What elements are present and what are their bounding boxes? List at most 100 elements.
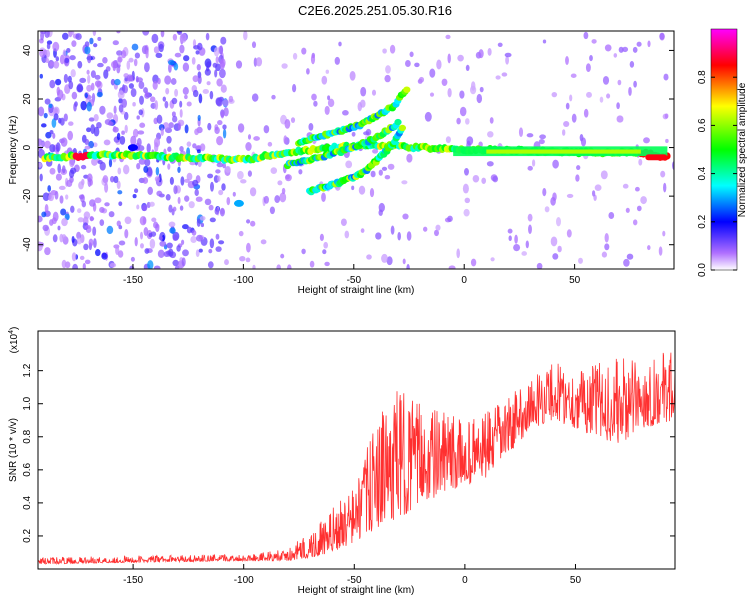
noise-spot bbox=[39, 73, 43, 79]
noise-spot bbox=[508, 235, 512, 242]
noise-spot bbox=[465, 118, 470, 125]
noise-spot bbox=[479, 86, 484, 93]
noise-spot bbox=[116, 180, 121, 190]
noise-spot bbox=[281, 63, 288, 69]
noise-spot bbox=[402, 258, 406, 265]
noise-spot bbox=[152, 80, 158, 90]
noise-spot bbox=[92, 142, 98, 148]
noise-spot bbox=[171, 97, 178, 105]
noise-spot bbox=[38, 241, 43, 252]
noise-spot bbox=[622, 183, 629, 189]
noise-spot bbox=[406, 153, 413, 163]
noise-spot bbox=[179, 44, 185, 54]
noise-spot bbox=[172, 33, 178, 41]
noise-spot bbox=[62, 49, 67, 58]
noise-spot bbox=[166, 242, 173, 249]
noise-spot bbox=[606, 93, 611, 99]
spectrogram-xlabel: Height of straight line (km) bbox=[298, 285, 415, 296]
noise-spot bbox=[63, 73, 69, 83]
noise-spot bbox=[186, 101, 192, 107]
noise-spot bbox=[251, 41, 257, 49]
noise-spot bbox=[144, 62, 150, 73]
noise-spot bbox=[47, 185, 52, 192]
snr-xtick-label: -100 bbox=[234, 575, 254, 586]
noise-spot bbox=[45, 57, 50, 64]
noise-spot bbox=[212, 62, 218, 68]
noise-spot bbox=[406, 231, 412, 241]
noise-spot bbox=[101, 252, 108, 260]
noise-spot bbox=[186, 172, 193, 181]
noise-spot bbox=[196, 218, 201, 227]
noise-spot bbox=[525, 240, 529, 249]
noise-spot bbox=[194, 188, 199, 197]
noise-spot bbox=[514, 234, 518, 244]
noise-spot bbox=[117, 90, 125, 99]
noise-spot bbox=[202, 89, 209, 94]
noise-spot bbox=[213, 47, 220, 57]
noise-spot bbox=[52, 106, 60, 116]
noise-spot bbox=[94, 80, 102, 87]
noise-spot bbox=[566, 229, 572, 238]
noise-spot bbox=[200, 222, 205, 228]
noise-spot bbox=[119, 135, 126, 145]
noise-spot bbox=[344, 230, 350, 239]
noise-spot bbox=[84, 92, 88, 99]
noise-spot bbox=[154, 176, 161, 182]
noise-spot bbox=[663, 182, 667, 193]
noise-spot bbox=[636, 41, 642, 47]
noise-spot bbox=[219, 45, 224, 55]
noise-spot bbox=[528, 224, 532, 235]
noise-spot bbox=[172, 206, 177, 212]
noise-spot bbox=[195, 249, 200, 258]
noise-spot bbox=[556, 217, 561, 227]
noise-spot bbox=[121, 130, 125, 135]
noise-spot bbox=[113, 175, 119, 184]
noise-spot bbox=[279, 192, 287, 203]
noise-spot bbox=[153, 137, 161, 148]
colorbar-ticks: 0.0 0.2 0.4 0.6 0.8 bbox=[697, 70, 737, 277]
noise-spot bbox=[173, 62, 179, 71]
isolated-spot bbox=[127, 144, 138, 152]
noise-spot bbox=[321, 192, 326, 202]
noise-spot bbox=[136, 162, 141, 170]
noise-spot bbox=[124, 216, 132, 225]
noise-spot bbox=[124, 228, 129, 239]
noise-spot bbox=[157, 77, 161, 85]
spectrogram-axes: -150 -100 -50 0 50 -40 -20 0 20 40 bbox=[22, 44, 674, 286]
noise-spot bbox=[71, 252, 77, 262]
noise-spot bbox=[608, 211, 615, 220]
snr-marks bbox=[38, 352, 675, 565]
noise-spot bbox=[238, 230, 244, 237]
noise-spot bbox=[80, 194, 85, 203]
noise-spot bbox=[94, 74, 101, 80]
noise-spot bbox=[99, 219, 105, 226]
noise-spot bbox=[322, 249, 327, 255]
noise-spot bbox=[591, 39, 597, 44]
noise-spot bbox=[136, 204, 140, 210]
noise-spot bbox=[99, 105, 106, 115]
noise-spot bbox=[247, 170, 252, 177]
noise-spot bbox=[138, 109, 144, 116]
spectrogram-xtick-label: -100 bbox=[233, 275, 253, 286]
noise-spot bbox=[130, 256, 135, 262]
noise-spot bbox=[276, 264, 281, 269]
noise-spot bbox=[93, 43, 98, 48]
noise-spot bbox=[521, 251, 527, 256]
colorbar-tick-label: 0.0 bbox=[697, 263, 708, 277]
noise-spot bbox=[117, 190, 123, 195]
noise-spot bbox=[78, 181, 84, 190]
noise-spot bbox=[93, 126, 100, 137]
noise-spot bbox=[49, 61, 54, 67]
noise-spot bbox=[215, 169, 221, 174]
noise-spot bbox=[173, 185, 178, 195]
noise-spot bbox=[99, 206, 105, 213]
noise-spot bbox=[84, 224, 91, 229]
noise-spot bbox=[284, 119, 291, 129]
noise-spot bbox=[338, 41, 342, 47]
noise-spot bbox=[292, 83, 297, 93]
noise-spot bbox=[389, 44, 396, 54]
noise-spot bbox=[342, 110, 349, 116]
noise-spot bbox=[218, 240, 225, 245]
noise-spot bbox=[634, 186, 640, 192]
